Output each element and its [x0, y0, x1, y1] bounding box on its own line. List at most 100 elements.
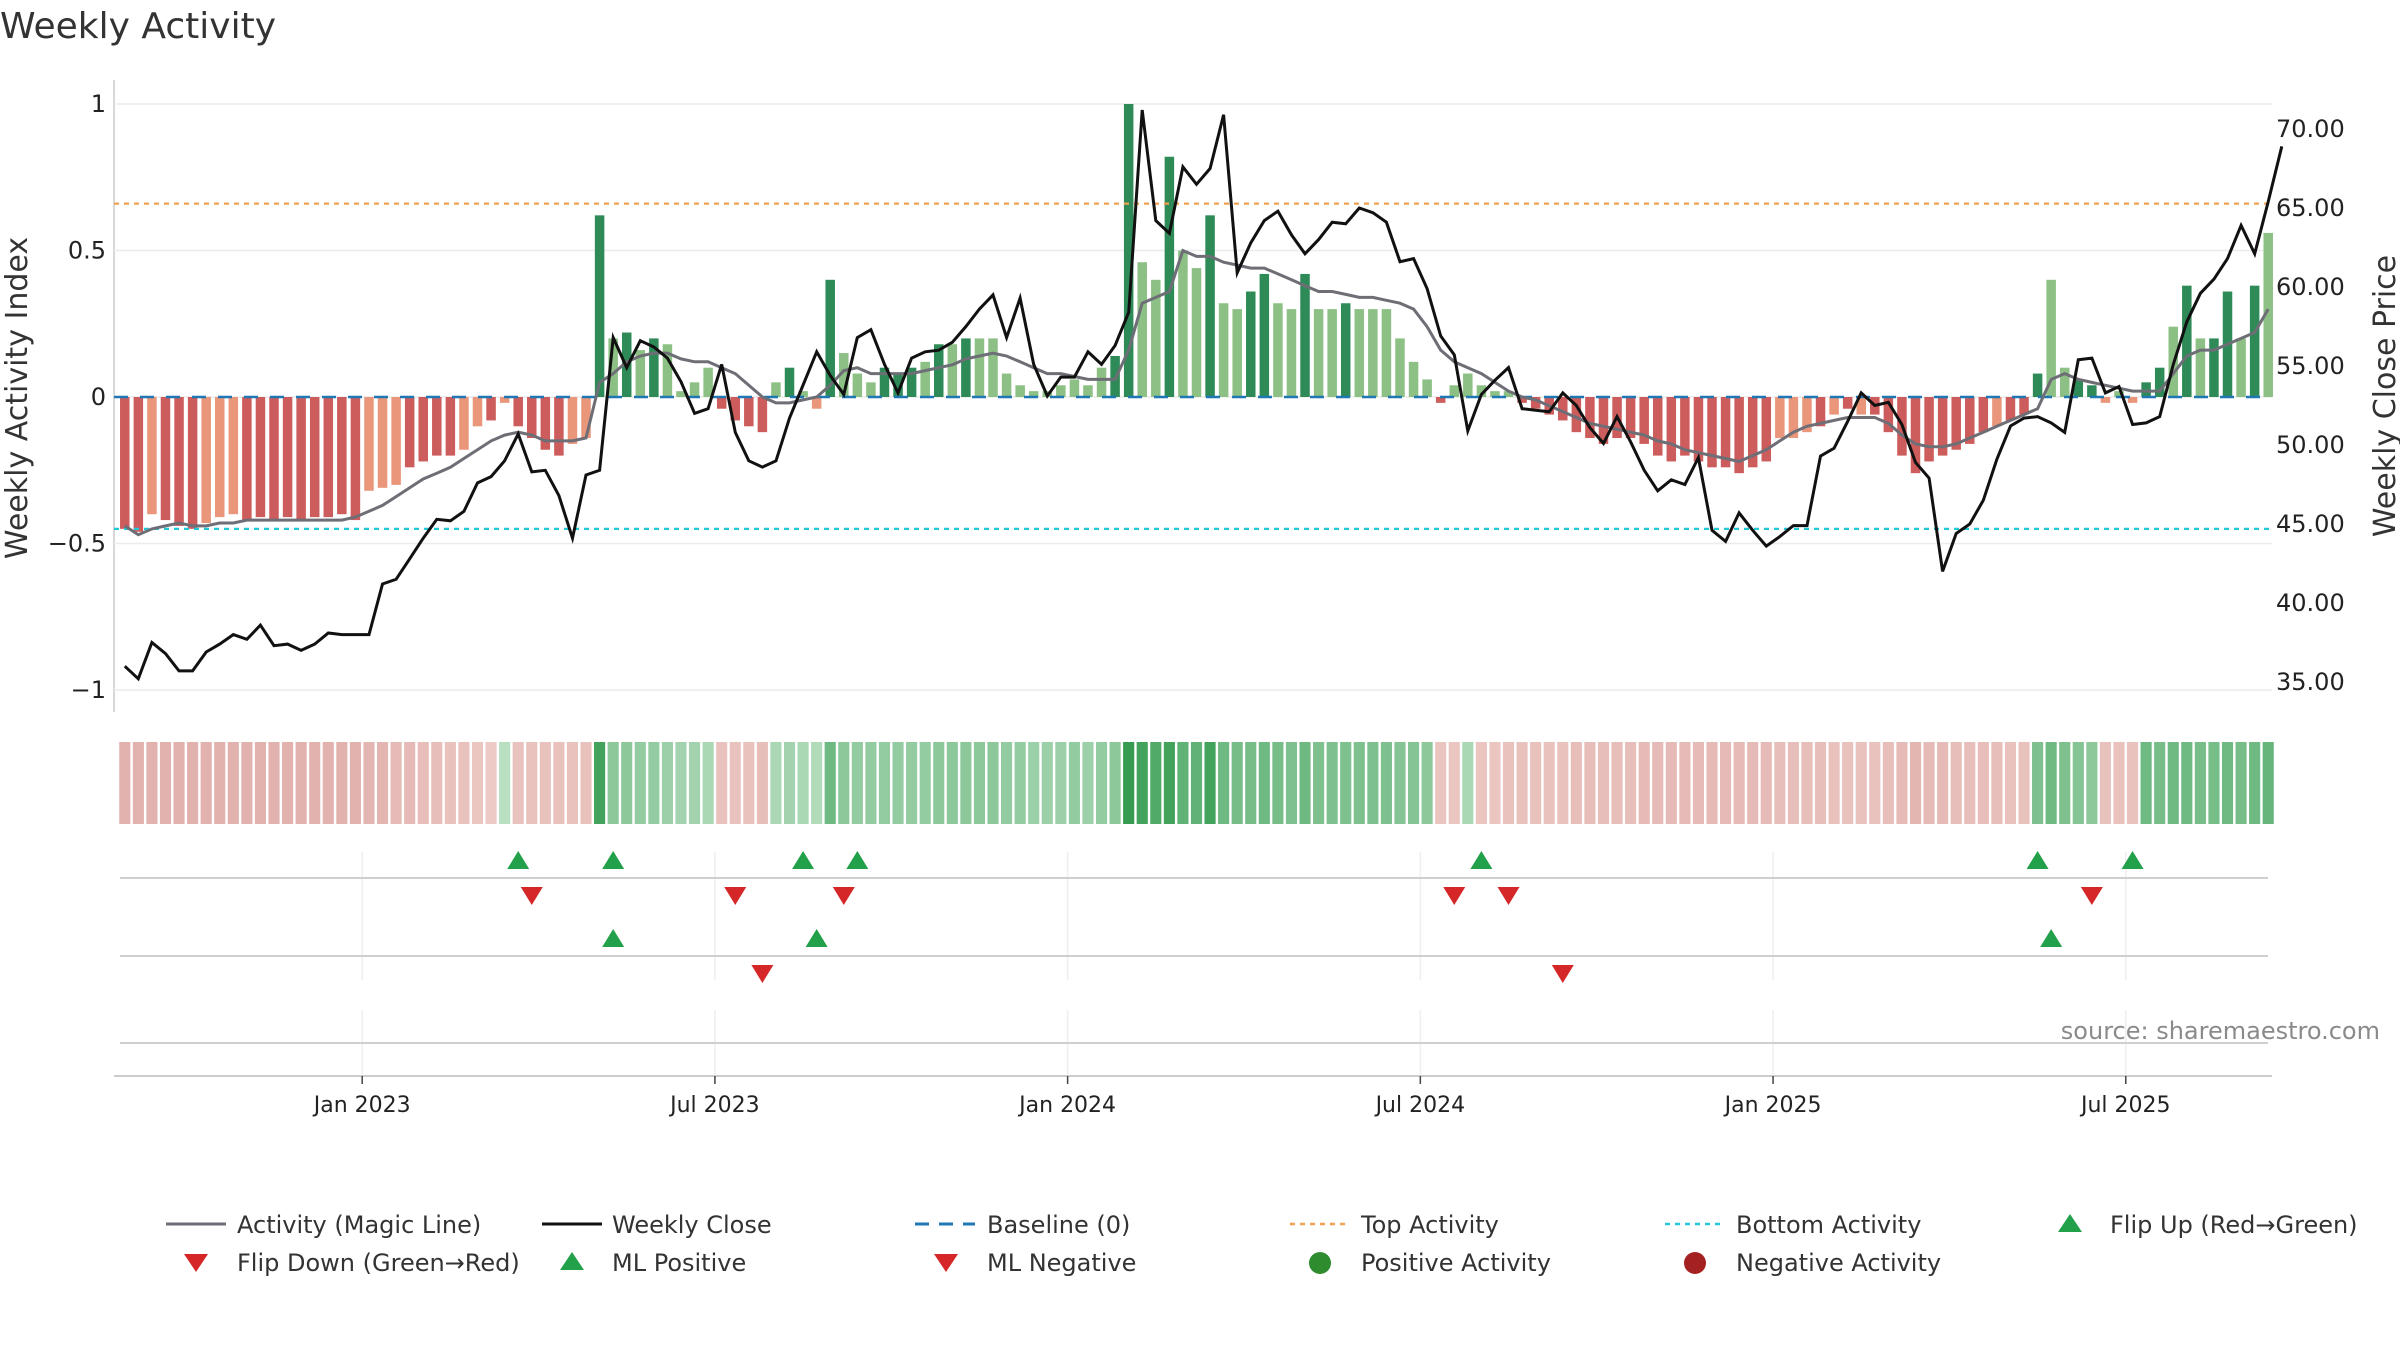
- band-cell: [227, 742, 239, 824]
- activity-bar: [201, 397, 211, 523]
- activity-bar: [269, 397, 279, 521]
- band-cell: [621, 742, 633, 824]
- activity-bar: [689, 382, 700, 397]
- activity-bar: [120, 397, 130, 529]
- activity-bar: [418, 397, 428, 462]
- right-tick-label: 35.00: [2276, 668, 2345, 696]
- activity-bar: [2127, 397, 2138, 403]
- activity-bar: [2046, 279, 2056, 397]
- band-cell: [729, 742, 741, 824]
- band-cell: [987, 742, 999, 824]
- band-cell: [661, 742, 673, 824]
- activity-bar: [1815, 397, 1826, 427]
- activity-bar: [2154, 367, 2165, 397]
- signal-rows: Jan 2023 Jul 2023 Jan 2024 Jul 2024 Jan 2025…: [114, 851, 2272, 1118]
- activity-bar: [1246, 291, 1256, 397]
- activity-bar: [581, 397, 591, 439]
- activity-bar: [1476, 385, 1487, 397]
- band-cell: [471, 742, 484, 824]
- band-cell: [770, 742, 782, 824]
- band-cell: [1720, 742, 1732, 824]
- band-cell: [702, 742, 714, 824]
- band-cell: [1177, 742, 1189, 824]
- right-tick-label: 65.00: [2276, 194, 2345, 222]
- band-cell: [594, 742, 606, 824]
- band-cell: [1448, 742, 1460, 824]
- right-tick-label: 55.00: [2276, 352, 2345, 380]
- activity-bar: [1802, 397, 1812, 433]
- activity-bar: [187, 397, 198, 529]
- band-cell: [2208, 742, 2220, 824]
- band-cell: [851, 742, 863, 824]
- activity-bar: [1829, 397, 1839, 415]
- band-cell: [1258, 742, 1270, 824]
- activity-bar: [432, 397, 442, 456]
- legend-item-flip-up: Flip Up (Red→Green): [2058, 1211, 2358, 1239]
- activity-bar: [472, 397, 483, 427]
- activity-bar: [703, 367, 713, 397]
- activity-bar: [798, 391, 808, 397]
- band-cell: [2140, 742, 2152, 824]
- band-cell: [417, 742, 429, 824]
- activity-bar: [1151, 279, 1161, 397]
- band-cell: [2249, 742, 2261, 824]
- triangle-up-icon: [602, 929, 625, 947]
- triangle-down-icon: [2080, 887, 2103, 905]
- activity-bar: [2087, 385, 2097, 397]
- band-cell: [2032, 742, 2044, 824]
- band-cell: [241, 742, 253, 824]
- activity-bars: [120, 104, 2273, 532]
- date-axis-ticks: Jan 2023 Jul 2023 Jan 2024 Jul 2024 Jan 2025…: [312, 1076, 2171, 1118]
- triangle-down-icon: [184, 1254, 208, 1272]
- activity-bar: [567, 397, 578, 444]
- legend-item-magic-line: Activity (Magic Line): [166, 1211, 481, 1239]
- activity-bar: [1883, 397, 1894, 433]
- activity-bar: [377, 397, 388, 488]
- activity-bar: [1639, 397, 1649, 444]
- activity-bar: [1585, 397, 1595, 439]
- band-cell: [485, 742, 497, 824]
- band-cell: [1842, 742, 1854, 824]
- activity-bar: [744, 397, 754, 427]
- band-cell: [1557, 742, 1569, 824]
- triangle-up-icon: [2040, 929, 2063, 947]
- activity-bar: [879, 367, 890, 397]
- activity-bar: [1530, 397, 1541, 409]
- date-tick-label: Jan 2025: [1723, 1093, 1822, 1118]
- activity-bar: [1924, 397, 1934, 462]
- band-cell: [1760, 742, 1772, 824]
- activity-bar: [1096, 367, 1107, 397]
- band-cell: [2045, 742, 2057, 824]
- activity-bar: [974, 338, 985, 397]
- band-cell: [431, 742, 443, 824]
- band-cell: [1001, 742, 1013, 824]
- activity-bar: [2019, 397, 2029, 415]
- band-cell: [1923, 742, 1935, 824]
- band-cell: [376, 742, 389, 824]
- band-cell: [824, 742, 836, 824]
- activity-bar: [866, 382, 876, 397]
- activity-bar: [1937, 397, 1948, 456]
- band-cell: [1652, 742, 1664, 824]
- band-cell: [1774, 742, 1786, 824]
- band-cell: [607, 742, 619, 824]
- activity-bar: [961, 338, 971, 397]
- band-cell: [1123, 742, 1135, 824]
- triangle-up-icon: [792, 851, 815, 869]
- band-cell: [1584, 742, 1596, 824]
- right-tick-label: 70.00: [2276, 115, 2345, 143]
- activity-bar: [1422, 379, 1432, 397]
- band-cell: [2086, 742, 2098, 824]
- band-cell: [797, 742, 809, 824]
- activity-bar: [1354, 309, 1365, 397]
- legend-label: Top Activity: [1360, 1211, 1499, 1239]
- activity-bar: [1707, 397, 1717, 468]
- band-cell: [1462, 742, 1474, 824]
- activity-bar: [757, 397, 768, 433]
- source-credit: source: sharemaestro.com: [2061, 1017, 2380, 1045]
- activity-bar: [825, 279, 835, 397]
- triangle-up-icon: [2026, 851, 2049, 869]
- activity-bar: [1300, 273, 1310, 397]
- band-cell: [1190, 742, 1203, 824]
- band-cell: [1869, 742, 1881, 824]
